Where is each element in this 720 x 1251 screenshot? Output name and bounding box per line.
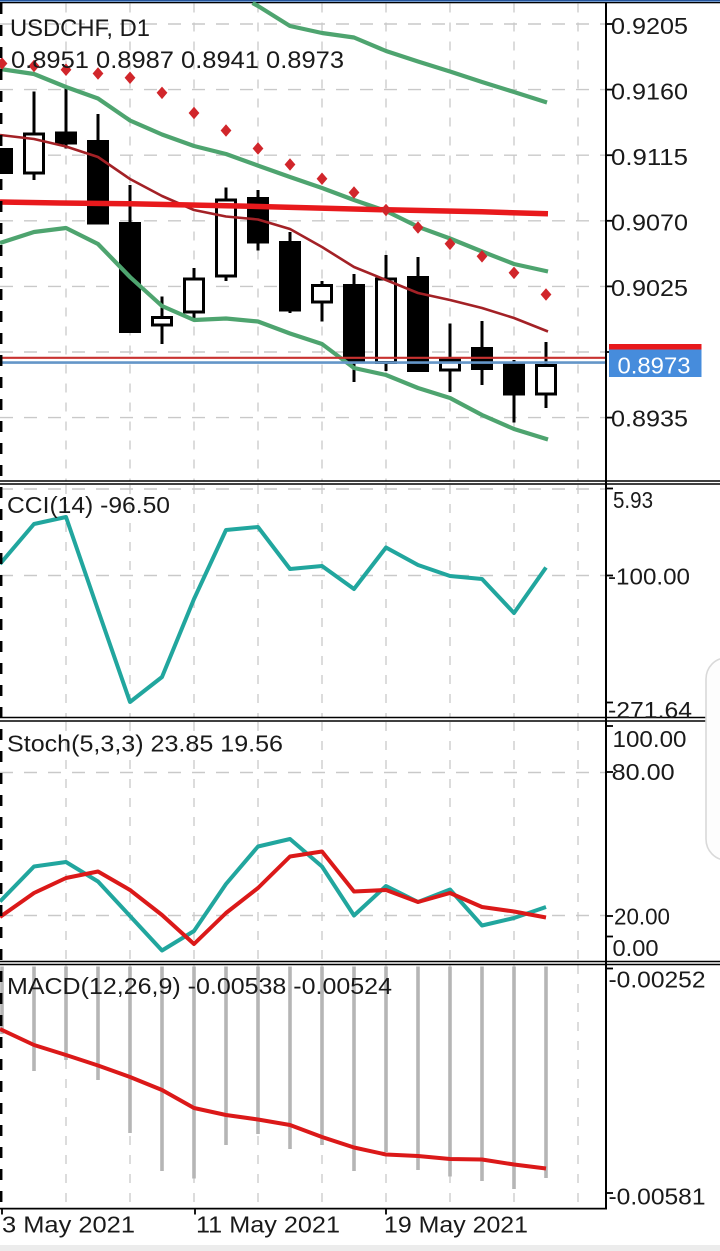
svg-text:0.8951 0.8987 0.8941 0.8973: 0.8951 0.8987 0.8941 0.8973 [11,47,344,74]
svg-text:0.9205: 0.9205 [611,13,688,39]
svg-text:Stoch(5,3,3) 23.85 19.56: Stoch(5,3,3) 23.85 19.56 [7,731,283,757]
svg-text:0.8973: 0.8973 [618,352,691,378]
svg-text:19 May 2021: 19 May 2021 [384,1212,528,1238]
svg-text:0.9070: 0.9070 [611,210,688,236]
svg-text:0.9025: 0.9025 [611,275,688,301]
svg-text:11 May 2021: 11 May 2021 [196,1212,340,1238]
svg-text:-271.64: -271.64 [608,697,692,723]
svg-text:CCI(14) -96.50: CCI(14) -96.50 [7,492,170,518]
svg-text:-0.00252: -0.00252 [609,967,706,993]
svg-text:-100.00: -100.00 [608,563,690,589]
svg-text:20.00: 20.00 [614,903,670,929]
svg-text:USDCHF, D1: USDCHF, D1 [10,15,150,42]
svg-text:100.00: 100.00 [613,726,687,752]
svg-text:-0.00581: -0.00581 [609,1183,706,1209]
svg-text:0.8935: 0.8935 [611,406,688,432]
svg-text:0.00: 0.00 [613,935,659,961]
svg-text:5.93: 5.93 [613,487,653,513]
svg-text:MACD(12,26,9) -0.00538 -0.0052: MACD(12,26,9) -0.00538 -0.00524 [7,973,392,999]
svg-text:0.9160: 0.9160 [611,78,688,104]
svg-text:0.9115: 0.9115 [611,144,688,170]
svg-text:80.00: 80.00 [612,759,675,785]
svg-text:3 May 2021: 3 May 2021 [2,1212,135,1238]
